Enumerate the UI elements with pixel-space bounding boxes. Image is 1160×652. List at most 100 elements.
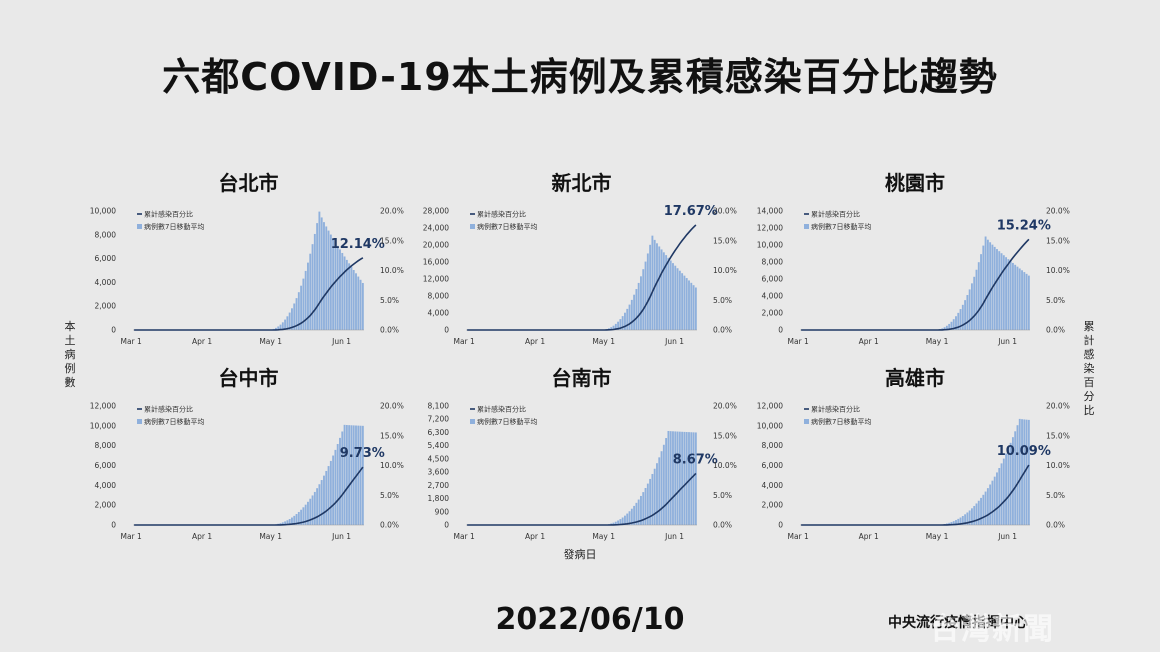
bar [1021, 419, 1023, 525]
bar [989, 242, 992, 330]
bar [630, 299, 633, 330]
bar [325, 470, 328, 525]
bar [345, 425, 348, 525]
bar [633, 294, 636, 330]
y2-tick-label: 5.0% [1046, 296, 1065, 305]
cumulative-line [801, 238, 1030, 331]
bar [341, 252, 344, 330]
bar [635, 502, 638, 525]
y-tick-label: 0 [778, 521, 783, 530]
bar [980, 254, 982, 330]
y-tick-label: 1,800 [428, 494, 450, 503]
y-tick-label: 10,000 [757, 421, 783, 430]
bar [1014, 431, 1017, 525]
bar [302, 278, 305, 330]
legend-bar-swatch [804, 224, 809, 229]
bar [621, 316, 624, 330]
bar [644, 487, 647, 525]
y2-tick-label: 20.0% [380, 207, 404, 216]
bar [309, 498, 312, 525]
bar [665, 438, 668, 525]
x-tick-label: May 1 [926, 337, 949, 346]
bar [624, 312, 626, 330]
x-tick-label: Apr 1 [859, 337, 879, 346]
chart-6: 高雄市 10.09% 0 2,000 4,000 6,000 8,000 10,000 12,0… [757, 366, 1070, 541]
cumulative-line [801, 464, 1030, 526]
chart-title: 高雄市 [885, 366, 945, 390]
bar [323, 475, 325, 525]
bar [644, 261, 647, 330]
bar [316, 488, 319, 525]
y2-tick-label: 20.0% [1046, 402, 1070, 411]
y-tick-label: 2,000 [762, 309, 784, 318]
legend-bar-swatch [804, 419, 809, 424]
bar [950, 522, 953, 525]
bar [692, 285, 695, 330]
x-tick-label: May 1 [926, 532, 949, 541]
bar [323, 222, 325, 330]
final-percent-label: 8.67% [673, 452, 718, 467]
bar [635, 289, 638, 330]
y-tick-label: 2,000 [95, 501, 117, 510]
bar [640, 276, 642, 330]
bar [617, 321, 620, 330]
y2-tick-label: 20.0% [713, 207, 737, 216]
bar [968, 289, 971, 330]
bar [681, 431, 684, 525]
bar [656, 463, 658, 525]
bar [334, 242, 337, 330]
y2-tick-label: 5.0% [713, 296, 732, 305]
bar [1009, 261, 1012, 330]
bar [361, 282, 364, 330]
bar [1025, 273, 1028, 330]
x-tick-label: Mar 1 [120, 337, 142, 346]
bar [1000, 253, 1003, 330]
chart-4: 台中市 9.73% 0 2,000 4,000 6,000 8,000 10,000 12,00… [90, 366, 404, 541]
bar [311, 495, 314, 525]
bar [284, 521, 287, 525]
y2-tick-label: 0.0% [713, 521, 732, 530]
y-tick-label: 20,000 [423, 241, 449, 250]
bar [1011, 437, 1014, 525]
bar [626, 513, 629, 525]
bar [307, 262, 309, 330]
final-percent-label: 15.24% [997, 218, 1051, 233]
bar [669, 260, 672, 330]
x-tick-label: Mar 1 [453, 337, 475, 346]
bar [959, 309, 962, 330]
y-tick-label: 14,000 [757, 207, 783, 216]
y-tick-label: 4,000 [762, 292, 784, 301]
bar [690, 282, 693, 330]
legend-label: 累計感染百分比 [811, 405, 860, 414]
bar [320, 217, 323, 330]
legend-label: 病例數7日移動平均 [811, 222, 871, 231]
y2-tick-label: 10.0% [1046, 266, 1070, 275]
bar [1016, 425, 1019, 525]
y-tick-label: 3,600 [428, 468, 450, 477]
bar [649, 478, 652, 525]
bar [975, 503, 978, 525]
bar [973, 276, 976, 330]
bar [653, 468, 656, 525]
bar [1025, 419, 1028, 525]
bar [952, 319, 955, 330]
bar [311, 244, 314, 330]
y-axis-left-label: 本土病例數 [64, 320, 76, 389]
bar [612, 325, 615, 330]
bar [945, 325, 948, 330]
y2-tick-label: 0.0% [713, 326, 732, 335]
legend-label: 病例數7日移動平均 [144, 222, 204, 231]
bar [357, 425, 360, 525]
bar [1002, 458, 1005, 525]
bar [336, 245, 339, 330]
bar [957, 312, 960, 330]
bar [676, 431, 679, 525]
bar [325, 226, 328, 330]
x-tick-label: Apr 1 [192, 532, 212, 541]
x-tick-label: Jun 1 [664, 532, 684, 541]
y2-tick-label: 15.0% [713, 431, 737, 440]
bar [970, 283, 973, 330]
bar [998, 251, 1001, 330]
y2-tick-label: 15.0% [1046, 236, 1070, 245]
bar [345, 259, 348, 330]
